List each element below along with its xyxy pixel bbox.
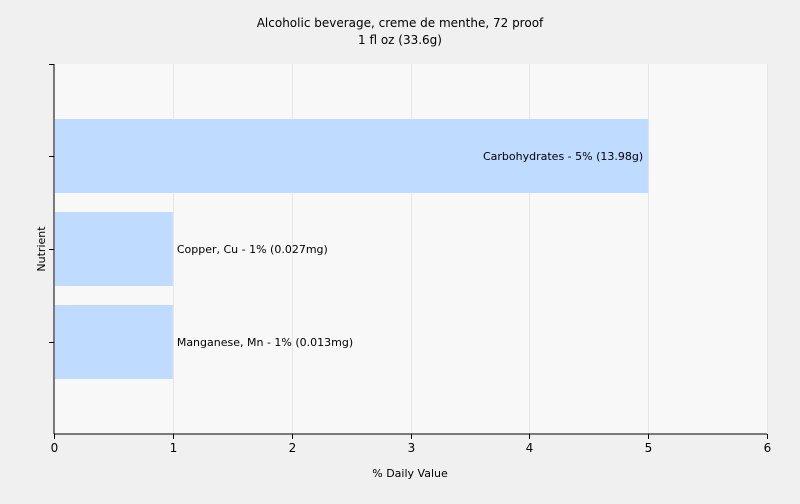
bar-carbohydrates bbox=[55, 119, 649, 193]
x-tick-label: 0 bbox=[51, 441, 59, 455]
bar-label: Carbohydrates - 5% (13.98g) bbox=[483, 150, 643, 163]
x-tick-label: 3 bbox=[408, 441, 416, 455]
chart-title: Alcoholic beverage, creme de menthe, 72 … bbox=[257, 16, 544, 30]
bar-label: Copper, Cu - 1% (0.027mg) bbox=[177, 243, 328, 256]
x-tick-label: 2 bbox=[289, 441, 297, 455]
bar-copper-cu bbox=[55, 212, 173, 286]
x-tick-label: 6 bbox=[764, 441, 772, 455]
bar-manganese-mn bbox=[55, 305, 173, 379]
ticks: 0 1 2 3 4 5 6 bbox=[49, 64, 772, 455]
x-tick-label: 5 bbox=[645, 441, 653, 455]
x-tick-label: 4 bbox=[526, 441, 534, 455]
x-axis-label: % Daily Value bbox=[372, 467, 448, 480]
bars bbox=[55, 119, 649, 379]
chart-subtitle: 1 fl oz (33.6g) bbox=[358, 33, 442, 47]
x-tick-label: 1 bbox=[170, 441, 178, 455]
bar-label: Manganese, Mn - 1% (0.013mg) bbox=[177, 336, 353, 349]
y-axis-label: Nutrient bbox=[35, 226, 48, 272]
bar-labels: Carbohydrates - 5% (13.98g) Copper, Cu - … bbox=[177, 150, 643, 349]
